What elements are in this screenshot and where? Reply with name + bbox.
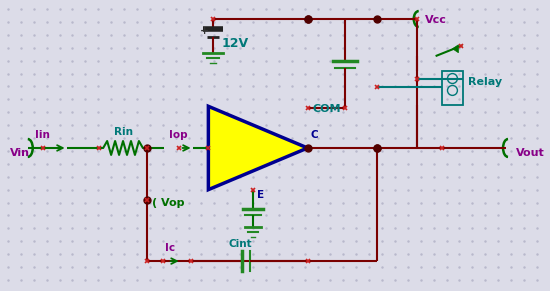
Text: Rin: Rin bbox=[113, 127, 133, 137]
Text: Relay: Relay bbox=[469, 77, 503, 88]
Text: Cint: Cint bbox=[228, 239, 252, 249]
Polygon shape bbox=[208, 106, 307, 190]
Text: +: + bbox=[200, 26, 208, 36]
Text: Iop: Iop bbox=[169, 130, 188, 140]
Text: Vcc: Vcc bbox=[425, 15, 447, 25]
Text: Ic: Ic bbox=[164, 243, 175, 253]
Text: Iin: Iin bbox=[35, 130, 50, 140]
Text: 12V: 12V bbox=[221, 37, 249, 50]
Text: C: C bbox=[311, 130, 318, 140]
Polygon shape bbox=[453, 45, 458, 53]
Text: COM: COM bbox=[312, 104, 341, 114]
Text: Vin: Vin bbox=[10, 148, 30, 158]
Text: E: E bbox=[257, 190, 264, 200]
Text: B: B bbox=[211, 128, 219, 138]
Text: ( Vop: ( Vop bbox=[152, 198, 184, 207]
Text: Vout: Vout bbox=[516, 148, 544, 158]
